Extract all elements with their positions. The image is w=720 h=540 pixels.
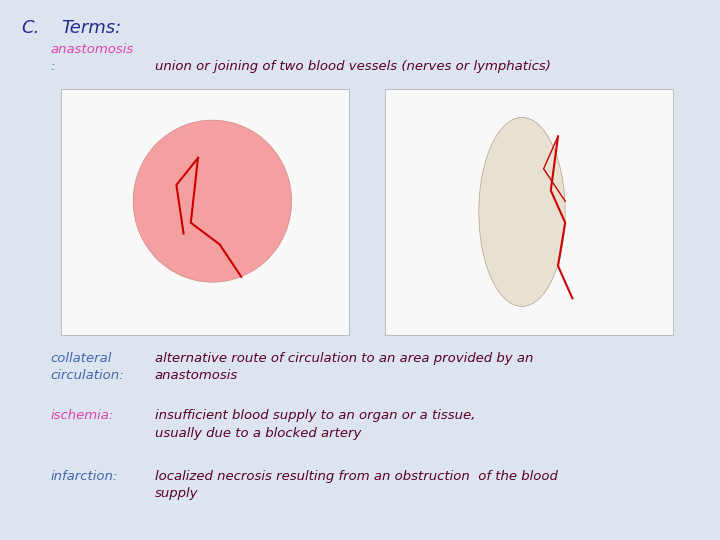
Text: anastomosis: anastomosis [155,369,238,382]
Ellipse shape [133,120,292,282]
Text: union or joining of two blood vessels (nerves or lymphatics): union or joining of two blood vessels (n… [155,60,551,73]
Text: insufficient blood supply to an organ or a tissue,: insufficient blood supply to an organ or… [155,409,475,422]
Text: Terms:: Terms: [61,19,122,37]
Text: ischemia:: ischemia: [50,409,114,422]
Ellipse shape [479,117,565,307]
Text: usually due to a blocked artery: usually due to a blocked artery [155,427,361,440]
Text: localized necrosis resulting from an obstruction  of the blood: localized necrosis resulting from an obs… [155,470,558,483]
Text: infarction:: infarction: [50,470,118,483]
Text: alternative route of circulation to an area provided by an: alternative route of circulation to an a… [155,352,534,365]
Text: supply: supply [155,487,198,500]
FancyBboxPatch shape [385,89,673,335]
FancyBboxPatch shape [61,89,349,335]
Text: C.: C. [22,19,40,37]
Text: :: : [50,60,55,73]
Text: circulation:: circulation: [50,369,124,382]
Text: collateral: collateral [50,352,112,365]
Text: anastomosis: anastomosis [50,43,134,56]
